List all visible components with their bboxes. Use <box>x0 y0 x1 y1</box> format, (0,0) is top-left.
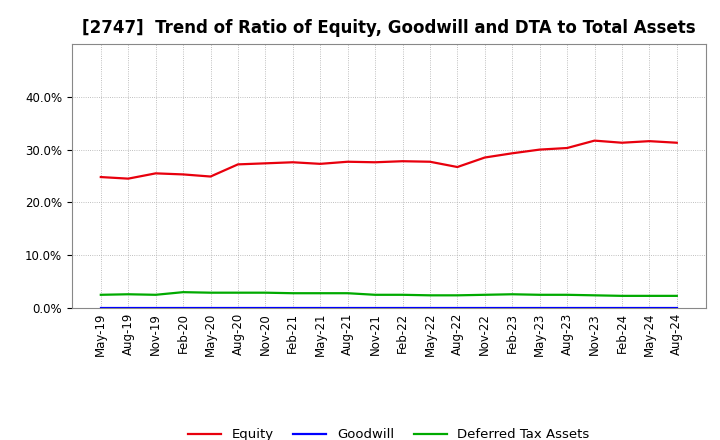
Deferred Tax Assets <box>590 293 599 298</box>
Goodwill <box>563 305 572 311</box>
Line: Deferred Tax Assets: Deferred Tax Assets <box>101 292 677 296</box>
Goodwill <box>371 305 379 311</box>
Deferred Tax Assets <box>289 290 297 296</box>
Equity <box>151 171 160 176</box>
Goodwill <box>316 305 325 311</box>
Goodwill <box>536 305 544 311</box>
Deferred Tax Assets <box>672 293 681 298</box>
Deferred Tax Assets <box>618 293 626 298</box>
Legend: Equity, Goodwill, Deferred Tax Assets: Equity, Goodwill, Deferred Tax Assets <box>183 423 595 440</box>
Equity <box>371 160 379 165</box>
Line: Equity: Equity <box>101 141 677 179</box>
Deferred Tax Assets <box>426 293 434 298</box>
Equity <box>289 160 297 165</box>
Goodwill <box>206 305 215 311</box>
Equity <box>453 165 462 170</box>
Goodwill <box>672 305 681 311</box>
Deferred Tax Assets <box>206 290 215 295</box>
Equity <box>508 150 516 156</box>
Equity <box>206 174 215 179</box>
Equity <box>261 161 270 166</box>
Deferred Tax Assets <box>316 290 325 296</box>
Goodwill <box>96 305 105 311</box>
Equity <box>316 161 325 166</box>
Equity <box>179 172 187 177</box>
Goodwill <box>590 305 599 311</box>
Goodwill <box>343 305 352 311</box>
Equity <box>618 140 626 145</box>
Deferred Tax Assets <box>453 293 462 298</box>
Deferred Tax Assets <box>536 292 544 297</box>
Equity <box>96 174 105 180</box>
Equity <box>426 159 434 165</box>
Goodwill <box>480 305 489 311</box>
Deferred Tax Assets <box>645 293 654 298</box>
Deferred Tax Assets <box>233 290 242 295</box>
Goodwill <box>645 305 654 311</box>
Equity <box>536 147 544 152</box>
Goodwill <box>508 305 516 311</box>
Deferred Tax Assets <box>261 290 270 295</box>
Deferred Tax Assets <box>508 292 516 297</box>
Equity <box>124 176 132 181</box>
Equity <box>645 139 654 144</box>
Equity <box>343 159 352 165</box>
Goodwill <box>151 305 160 311</box>
Goodwill <box>233 305 242 311</box>
Goodwill <box>261 305 270 311</box>
Goodwill <box>124 305 132 311</box>
Deferred Tax Assets <box>371 292 379 297</box>
Goodwill <box>453 305 462 311</box>
Title: [2747]  Trend of Ratio of Equity, Goodwill and DTA to Total Assets: [2747] Trend of Ratio of Equity, Goodwil… <box>82 19 696 37</box>
Deferred Tax Assets <box>398 292 407 297</box>
Equity <box>672 140 681 145</box>
Deferred Tax Assets <box>96 292 105 297</box>
Deferred Tax Assets <box>179 290 187 295</box>
Equity <box>233 162 242 167</box>
Goodwill <box>179 305 187 311</box>
Goodwill <box>426 305 434 311</box>
Deferred Tax Assets <box>124 292 132 297</box>
Equity <box>563 145 572 150</box>
Goodwill <box>289 305 297 311</box>
Goodwill <box>398 305 407 311</box>
Deferred Tax Assets <box>563 292 572 297</box>
Deferred Tax Assets <box>480 292 489 297</box>
Deferred Tax Assets <box>151 292 160 297</box>
Equity <box>590 138 599 143</box>
Goodwill <box>618 305 626 311</box>
Equity <box>480 155 489 160</box>
Deferred Tax Assets <box>343 290 352 296</box>
Equity <box>398 158 407 164</box>
